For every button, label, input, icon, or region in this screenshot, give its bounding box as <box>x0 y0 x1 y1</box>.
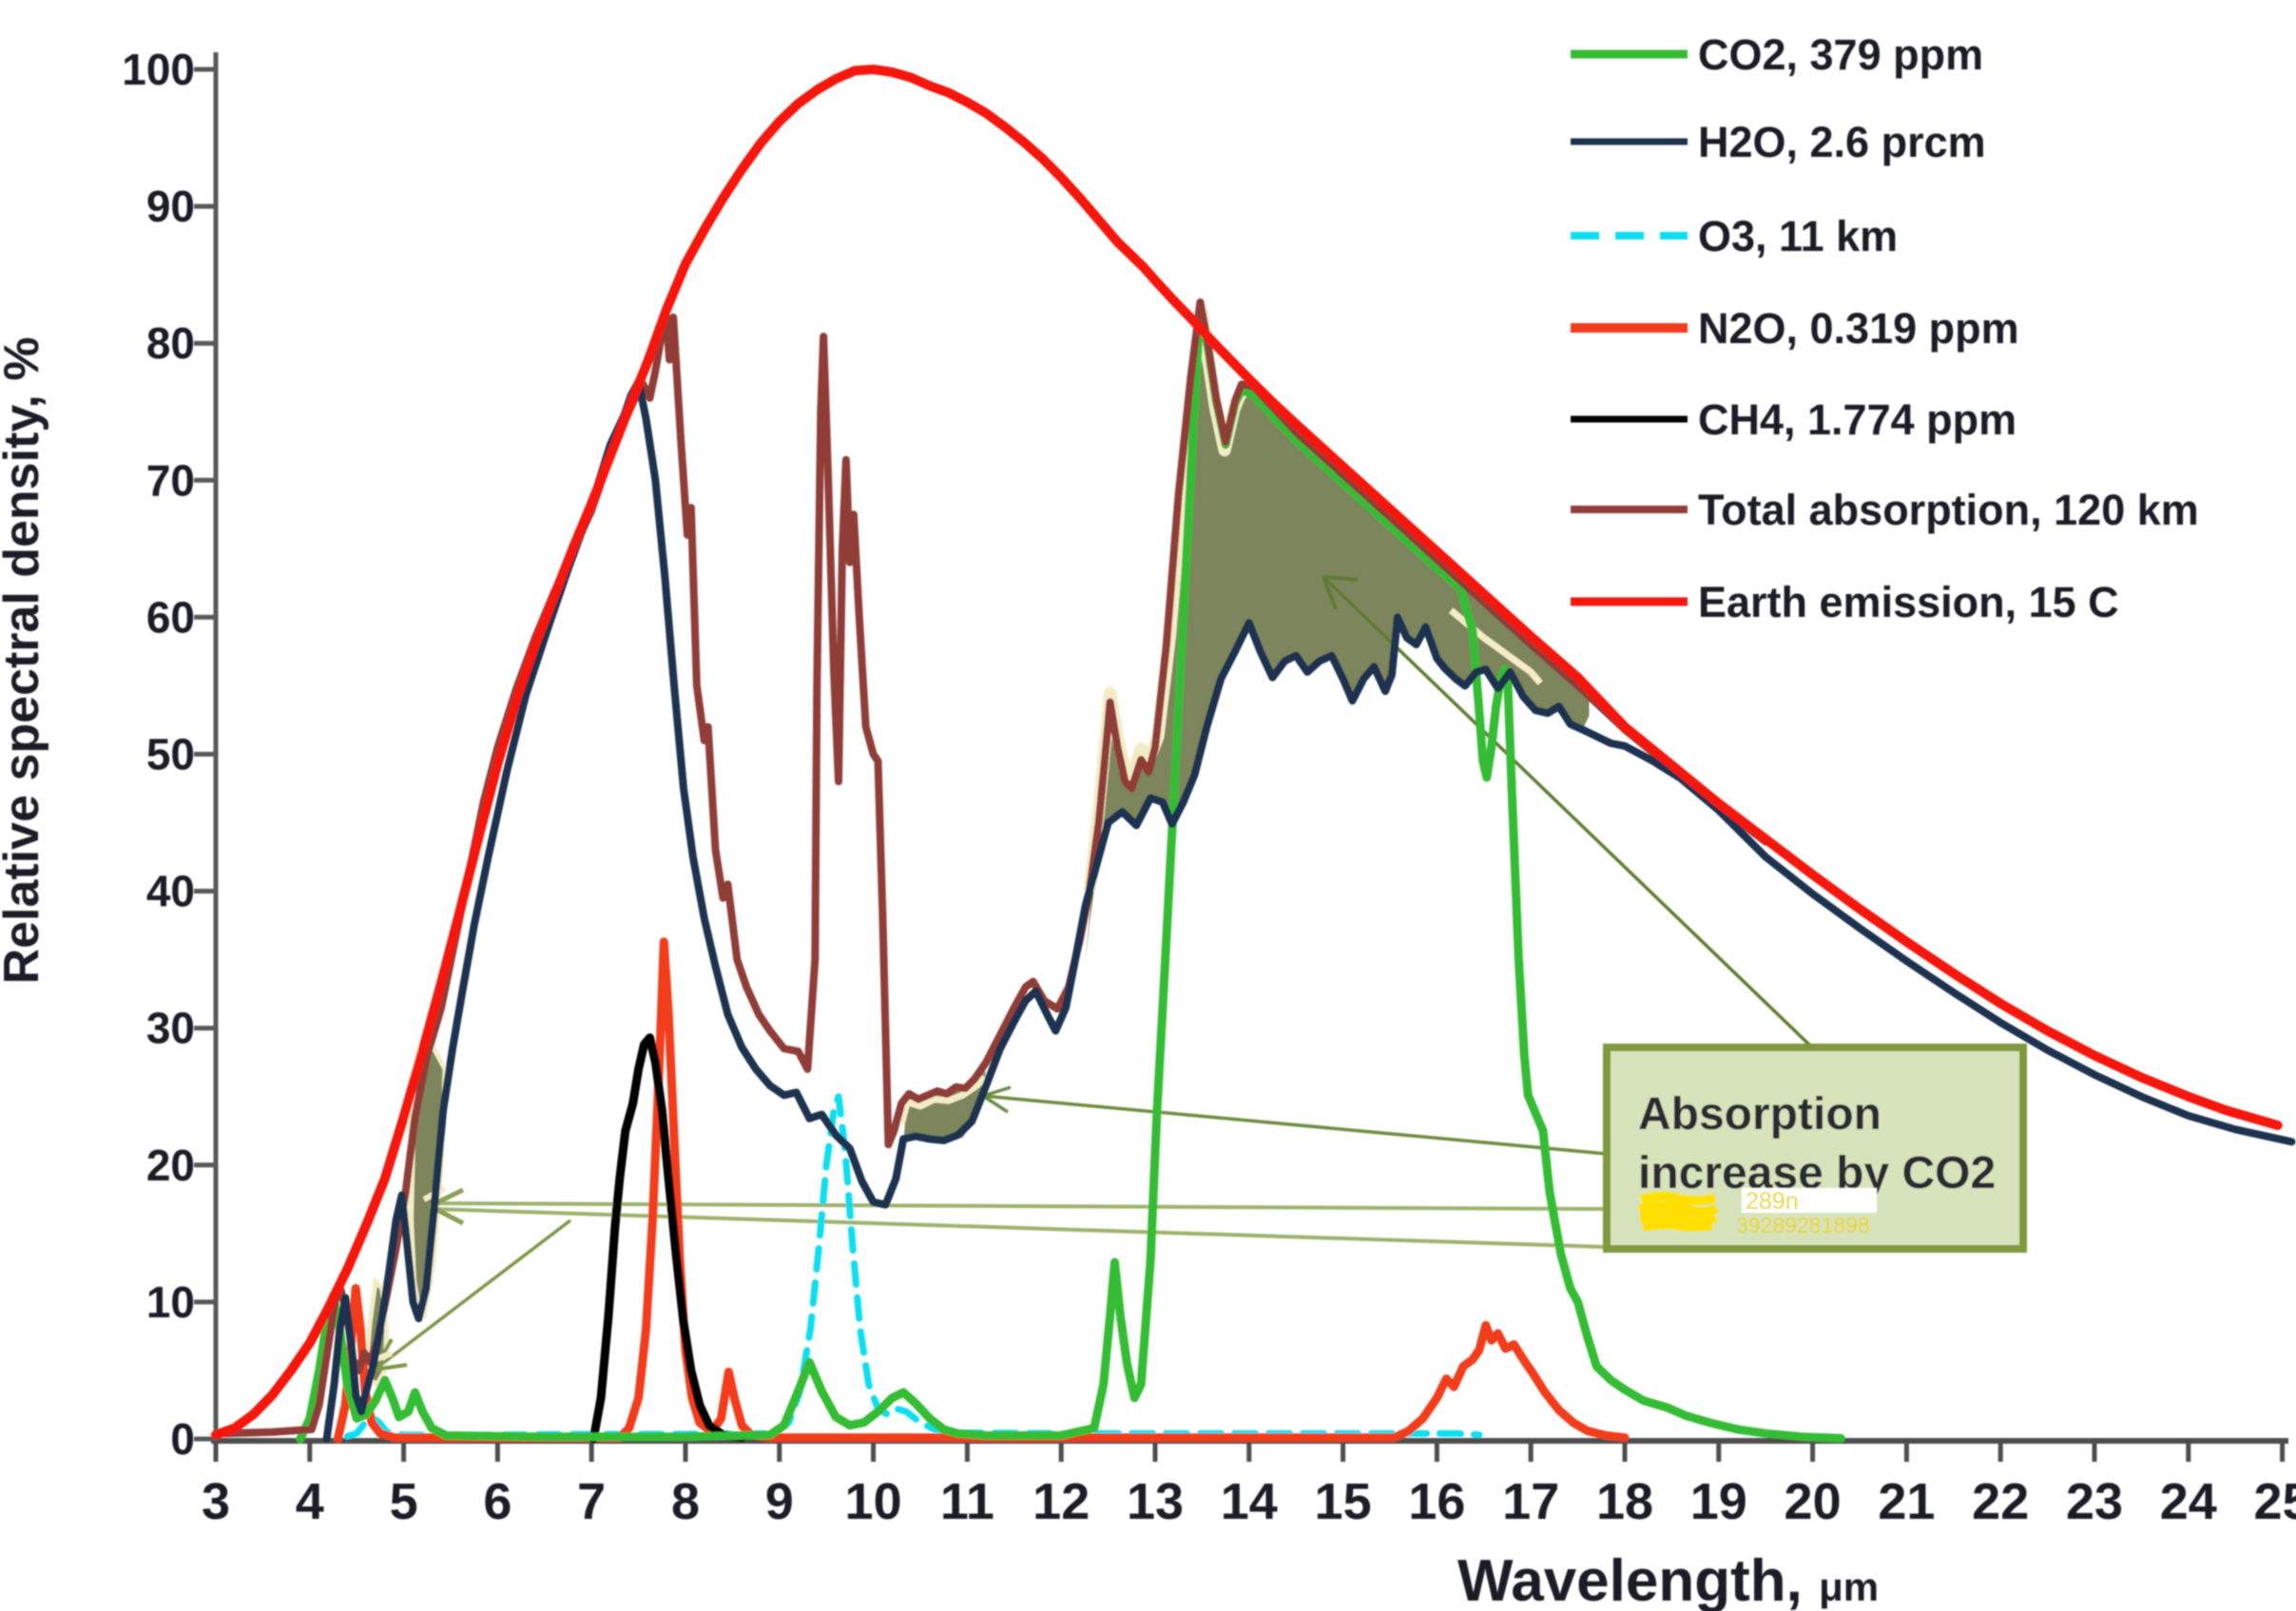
svg-text:21: 21 <box>1878 1473 1935 1530</box>
svg-text:10: 10 <box>845 1473 902 1530</box>
svg-text:289n: 289n <box>1746 1188 1799 1215</box>
svg-text:9: 9 <box>765 1473 794 1530</box>
svg-text:90: 90 <box>146 182 195 231</box>
svg-text:CH4, 1.774 ppm: CH4, 1.774 ppm <box>1698 395 2016 444</box>
svg-text:15: 15 <box>1315 1473 1372 1530</box>
svg-text:CO2, 379 ppm: CO2, 379 ppm <box>1698 30 1983 79</box>
svg-text:14: 14 <box>1221 1473 1278 1530</box>
svg-text:7: 7 <box>577 1473 606 1530</box>
svg-text:0: 0 <box>170 1414 195 1464</box>
svg-text:20: 20 <box>1785 1473 1842 1530</box>
svg-text:39289281898: 39289281898 <box>1736 1213 1870 1237</box>
svg-text:40: 40 <box>146 867 195 916</box>
svg-text:80: 80 <box>146 318 195 368</box>
svg-text:10: 10 <box>146 1277 195 1327</box>
svg-text:17: 17 <box>1502 1473 1559 1530</box>
svg-text:3: 3 <box>202 1473 230 1530</box>
svg-text:8: 8 <box>671 1473 700 1530</box>
svg-text:20: 20 <box>146 1141 195 1190</box>
svg-text:H2O, 2.6 prcm: H2O, 2.6 prcm <box>1698 118 1986 166</box>
svg-text:60: 60 <box>146 592 195 642</box>
svg-text:24: 24 <box>2160 1473 2217 1530</box>
svg-text:23: 23 <box>2066 1473 2123 1530</box>
svg-text:4: 4 <box>296 1473 324 1530</box>
svg-text:O3, 11 km: O3, 11 km <box>1698 212 1898 260</box>
svg-text:Wavelength, μm: Wavelength, μm <box>1457 1548 1879 1611</box>
svg-text:6: 6 <box>483 1473 511 1530</box>
svg-text:12: 12 <box>1032 1473 1090 1530</box>
svg-text:11: 11 <box>940 1473 994 1530</box>
svg-text:5: 5 <box>390 1473 418 1530</box>
svg-text:Total absorption, 120 km: Total absorption, 120 km <box>1698 486 2199 534</box>
svg-text:50: 50 <box>146 730 195 779</box>
svg-text:Relative spectral density, %: Relative spectral density, % <box>0 336 49 984</box>
svg-text:13: 13 <box>1127 1473 1184 1530</box>
svg-text:19: 19 <box>1690 1473 1747 1530</box>
svg-text:18: 18 <box>1596 1473 1653 1530</box>
svg-text:100: 100 <box>122 45 195 94</box>
svg-text:Earth emission, 15 C: Earth emission, 15 C <box>1698 578 2119 626</box>
svg-text:N2O, 0.319 ppm: N2O, 0.319 ppm <box>1698 304 2019 353</box>
svg-text:16: 16 <box>1408 1473 1465 1530</box>
svg-text:30: 30 <box>146 1004 195 1053</box>
svg-text:70: 70 <box>146 455 195 505</box>
svg-text:22: 22 <box>1972 1473 2029 1530</box>
svg-text:25: 25 <box>2254 1473 2296 1530</box>
svg-text:Absorption: Absorption <box>1638 1089 1881 1140</box>
